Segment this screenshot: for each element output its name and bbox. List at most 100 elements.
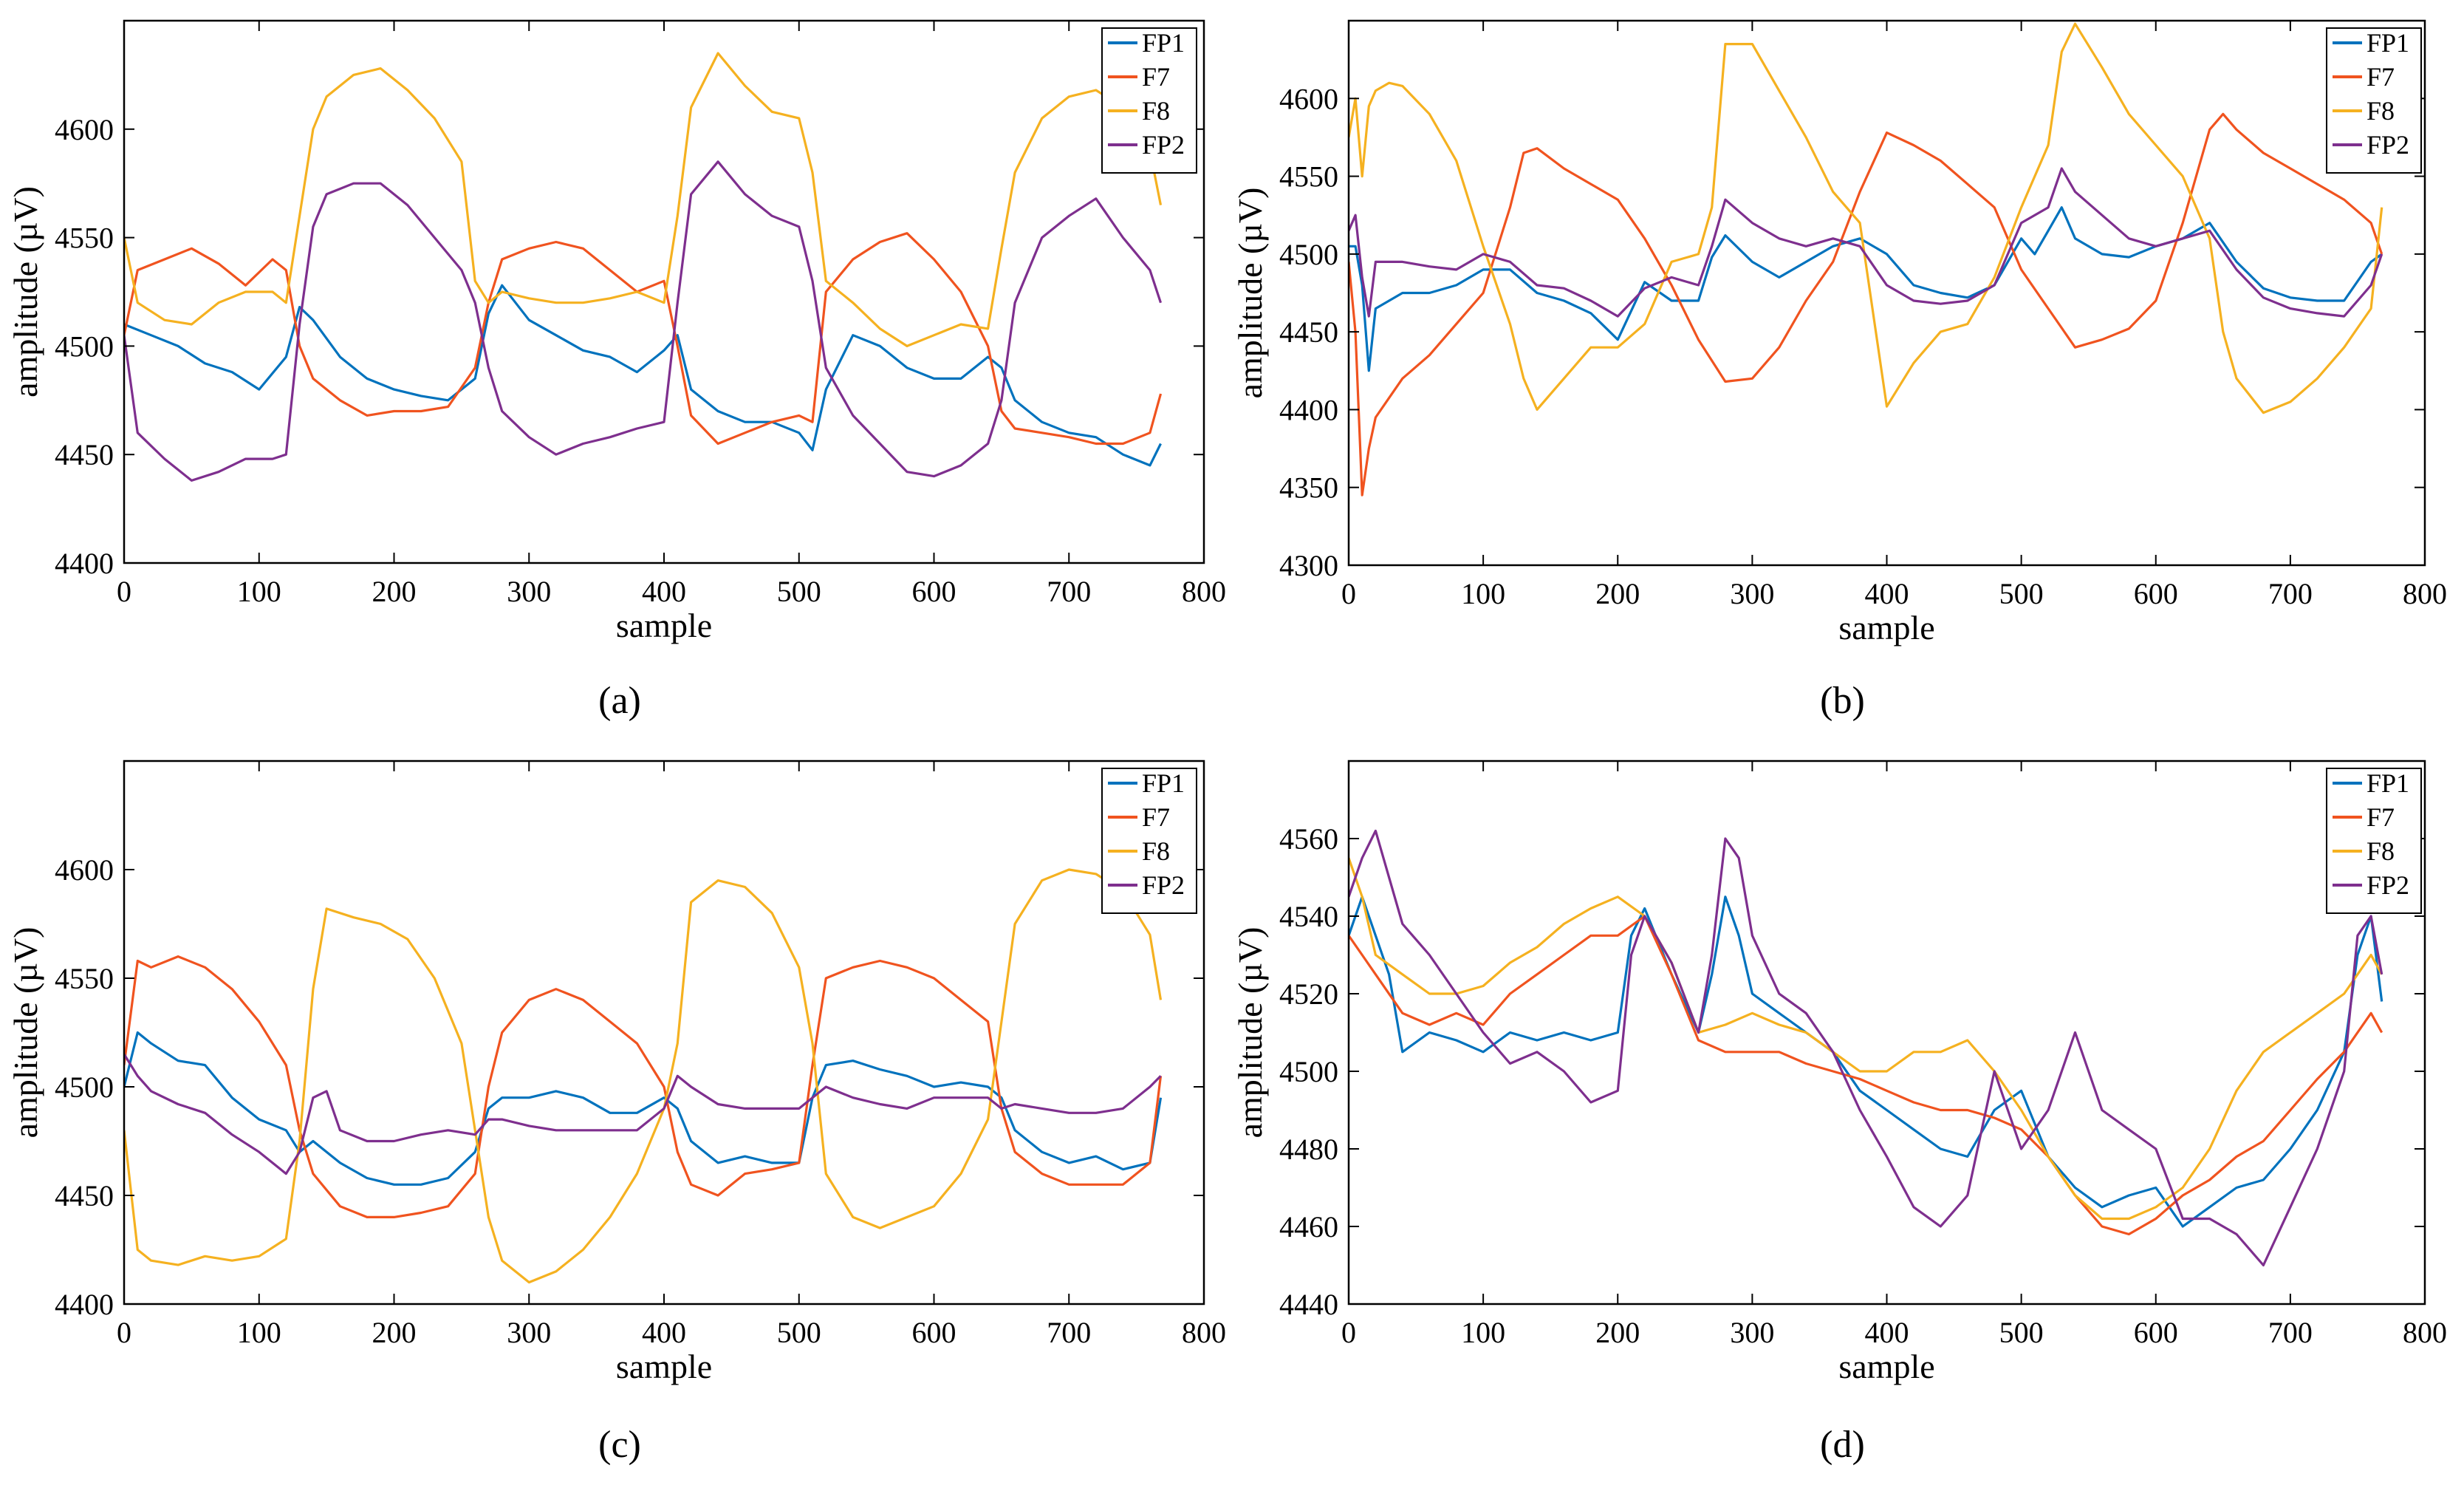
x-tick-label: 600	[912, 575, 956, 608]
x-tick-label: 600	[912, 1316, 956, 1349]
y-tick-label: 4400	[55, 547, 114, 580]
y-tick-label: 4460	[1279, 1210, 1338, 1243]
legend-box	[2326, 27, 2422, 174]
x-tick-label: 100	[237, 1316, 281, 1349]
x-tick-label: 600	[2134, 1316, 2178, 1349]
legend-entry-f7: F7	[2367, 62, 2395, 92]
legend-entry-fp2: FP2	[1142, 870, 1185, 900]
y-tick-label: 4400	[1279, 393, 1338, 426]
y-tick-label: 4450	[55, 438, 114, 471]
y-axis-label: amplitude (µV)	[7, 186, 44, 397]
y-tick-label: 4440	[1279, 1288, 1338, 1321]
x-tick-label: 200	[1595, 1316, 1640, 1349]
panel-caption: (a)	[598, 680, 641, 722]
x-tick-label: 300	[1730, 1316, 1774, 1349]
series-line-f7	[124, 232, 1163, 446]
legend-entry-fp1: FP1	[1142, 28, 1185, 58]
legend-entry-f7: F7	[1142, 62, 1170, 92]
y-tick-label: 4600	[55, 113, 114, 146]
series-line-f7	[1349, 915, 2383, 1236]
x-tick-label: 100	[1461, 1316, 1505, 1349]
x-tick-label: 300	[507, 1316, 551, 1349]
x-tick-label: 800	[2403, 1316, 2447, 1349]
legend-entry-f7: F7	[2367, 802, 2395, 832]
x-tick-label: 100	[237, 575, 281, 608]
legend-box	[2326, 768, 2422, 914]
y-axis-label: amplitude (µV)	[1231, 927, 1269, 1139]
plot-frame	[123, 19, 1205, 564]
x-tick-label: 400	[1865, 1316, 1909, 1349]
legend-box	[1101, 768, 1197, 914]
panel-caption: (c)	[598, 1424, 641, 1466]
x-axis-label: sample	[616, 1348, 712, 1385]
y-tick-label: 4550	[55, 962, 114, 995]
series-line-fp2	[124, 1054, 1162, 1175]
legend-entry-fp1: FP1	[2367, 768, 2409, 798]
legend-entry-f8: F8	[1142, 96, 1170, 126]
x-tick-label: 200	[372, 575, 417, 608]
x-tick-label: 0	[117, 1316, 131, 1349]
legend-entry-fp1: FP1	[2367, 28, 2409, 58]
series-line-fp2	[124, 160, 1163, 482]
legend-entry-f7: F7	[1142, 802, 1170, 832]
y-tick-label: 4500	[55, 330, 114, 363]
y-tick-label: 4520	[1279, 977, 1338, 1011]
chart-panel-c: 0 100 200 300 400 500 600 700 800 4400 4450 4500 455…	[7, 760, 1226, 1466]
legend: FP1 F7 F8 FP2	[2326, 768, 2422, 914]
x-tick-label: 300	[1730, 577, 1774, 610]
y-tick-label: 4400	[55, 1288, 114, 1321]
x-tick-label: 500	[777, 1316, 821, 1349]
y-tick-label: 4350	[1279, 471, 1338, 505]
chart-panel-d: 0 100 200 300 400 500 600 700 800 4440 4460 4480 450…	[1231, 760, 2447, 1466]
x-tick-label: 600	[2134, 577, 2178, 610]
x-tick-label: 500	[1999, 1316, 2044, 1349]
legend-entry-fp1: FP1	[1142, 768, 1185, 798]
x-tick-label: 400	[642, 1316, 686, 1349]
series-line-f7	[1349, 112, 2383, 496]
x-tick-label: 800	[1182, 1316, 1226, 1349]
plot-frame	[123, 760, 1205, 1306]
y-axis-label: amplitude (µV)	[1231, 188, 1269, 399]
chart-panel-b: 0 100 200 300 400 500 600 700 800 4300 4350 4400 445…	[1231, 19, 2447, 722]
plot-frame	[1347, 19, 2426, 567]
legend-entry-fp2: FP2	[2367, 130, 2409, 160]
x-tick-label: 700	[1047, 575, 1091, 608]
series-line-fp1	[124, 284, 1162, 467]
x-tick-label: 800	[2403, 577, 2447, 610]
x-tick-label: 500	[1999, 577, 2044, 610]
chart-panel-a: 0 100 200 300 400 500 600 700 800 4400 4450 4500 455…	[7, 19, 1226, 722]
series-line-fp1	[1349, 895, 2383, 1228]
y-tick-label: 4300	[1279, 549, 1338, 582]
legend-box	[1101, 27, 1197, 174]
x-tick-label: 800	[1182, 575, 1226, 608]
y-tick-label: 4540	[1279, 900, 1338, 933]
series-line-fp2	[1349, 167, 2383, 318]
y-tick-label: 4600	[55, 853, 114, 887]
x-tick-label: 200	[1595, 577, 1640, 610]
legend-entry-f8: F8	[2367, 836, 2395, 866]
legend-entry-fp2: FP2	[1142, 130, 1185, 160]
x-tick-label: 500	[777, 575, 821, 608]
y-tick-label: 4600	[1279, 82, 1338, 115]
x-tick-label: 0	[1341, 577, 1356, 610]
series-line-f8	[1349, 857, 2383, 1221]
x-axis-label: sample	[1838, 609, 1934, 646]
legend-entry-fp2: FP2	[2367, 870, 2409, 900]
series-line-fp2	[1349, 829, 2383, 1267]
y-tick-label: 4500	[1279, 238, 1338, 271]
x-tick-label: 700	[1047, 1316, 1091, 1349]
legend-entry-f8: F8	[2367, 96, 2395, 126]
y-tick-label: 4480	[1279, 1133, 1338, 1166]
y-tick-label: 4500	[1279, 1055, 1338, 1088]
y-tick-label: 4550	[1279, 160, 1338, 194]
series-line-f8	[1349, 22, 2383, 414]
y-tick-label: 4450	[55, 1179, 114, 1212]
y-tick-label: 4560	[1279, 822, 1338, 856]
x-tick-label: 0	[1341, 1316, 1356, 1349]
x-tick-label: 200	[372, 1316, 417, 1349]
x-tick-label: 300	[507, 575, 551, 608]
x-axis-label: sample	[1838, 1348, 1934, 1385]
series-line-fp1	[124, 1031, 1163, 1186]
y-tick-label: 4450	[1279, 315, 1338, 349]
